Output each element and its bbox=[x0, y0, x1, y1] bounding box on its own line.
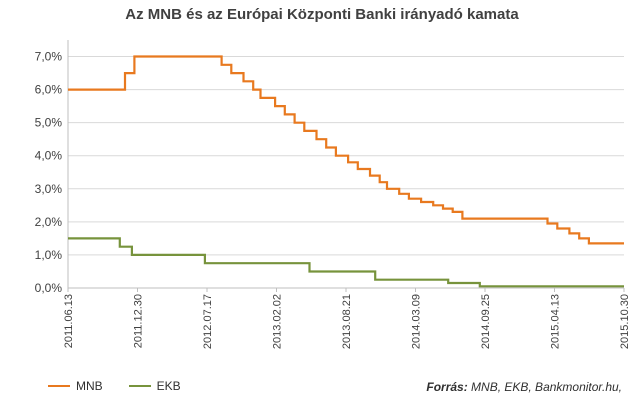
y-tick-label: 5,0% bbox=[35, 116, 63, 130]
source-label: Forrás: bbox=[426, 380, 468, 394]
source-text: MNB, EKB, Bankmonitor.hu, bbox=[471, 380, 622, 394]
series bbox=[68, 55, 624, 288]
y-tick-label: 0,0% bbox=[35, 281, 63, 295]
x-tick-label: 2014.09.25 bbox=[480, 294, 492, 349]
legend-swatch-mnb bbox=[48, 385, 70, 387]
tick-labels: 0,0% 1,0% 2,0% 3,0% 4,0% 5,0% 6,0% 7,0% 2011.06.… bbox=[35, 50, 631, 350]
source-note: Forrás: MNB, EKB, Bankmonitor.hu, bbox=[426, 380, 622, 394]
x-tick-label: 2014.03.09 bbox=[411, 294, 423, 349]
legend-label-ekb: EKB bbox=[156, 379, 181, 393]
legend: MNB EKB bbox=[48, 379, 207, 393]
y-tick-label: 7,0% bbox=[35, 50, 63, 64]
chart-title: Az MNB és az Európai Központi Banki irán… bbox=[125, 6, 519, 23]
legend-label-mnb: MNB bbox=[76, 379, 103, 393]
x-tick-label: 2012.07.17 bbox=[202, 294, 214, 349]
y-tick-label: 4,0% bbox=[35, 149, 63, 163]
x-tick-label: 2011.12.30 bbox=[133, 294, 145, 348]
x-tick-label: 2015.04.13 bbox=[550, 294, 562, 349]
y-tick-label: 2,0% bbox=[35, 215, 63, 229]
axes bbox=[67, 40, 625, 292]
x-tick-label: 2015.10.30 bbox=[619, 294, 631, 349]
legend-item-mnb: MNB bbox=[48, 379, 103, 393]
y-tick-label: 1,0% bbox=[35, 248, 63, 262]
y-tick-label: 3,0% bbox=[35, 182, 63, 196]
y-tick-label: 6,0% bbox=[35, 83, 63, 97]
legend-item-ekb: EKB bbox=[128, 379, 181, 393]
x-tick-label: 2013.02.02 bbox=[272, 294, 284, 349]
x-tick-label: 2013.08.21 bbox=[341, 294, 353, 349]
series-line-mnb bbox=[68, 55, 624, 245]
legend-swatch-ekb bbox=[128, 385, 151, 387]
x-tick-label: 2011.06.13 bbox=[63, 294, 75, 348]
series-line-ekb bbox=[68, 237, 624, 288]
